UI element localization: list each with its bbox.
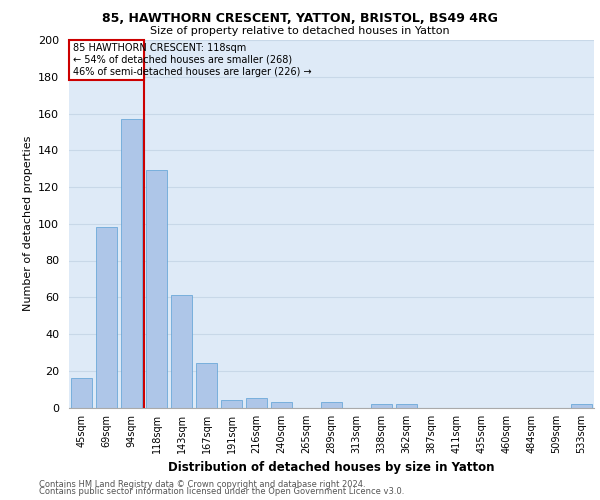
X-axis label: Distribution of detached houses by size in Yatton: Distribution of detached houses by size … (168, 462, 495, 474)
Bar (571, 404, 592, 407)
Bar (96, 228, 117, 408)
Text: 85 HAWTHORN CRESCENT: 118sqm: 85 HAWTHORN CRESCENT: 118sqm (73, 43, 246, 53)
Bar (221, 400, 242, 407)
Text: Contains HM Land Registry data © Crown copyright and database right 2024.: Contains HM Land Registry data © Crown c… (39, 480, 365, 489)
Y-axis label: Number of detached properties: Number of detached properties (23, 136, 32, 312)
Bar (171, 296, 192, 408)
FancyBboxPatch shape (69, 40, 144, 80)
Text: 46% of semi-detached houses are larger (226) →: 46% of semi-detached houses are larger (… (73, 66, 311, 76)
Text: ← 54% of detached houses are smaller (268): ← 54% of detached houses are smaller (26… (73, 54, 292, 64)
Bar (371, 404, 392, 407)
Bar (196, 364, 217, 408)
Bar (321, 402, 342, 407)
Bar (396, 404, 417, 407)
Text: 85, HAWTHORN CRESCENT, YATTON, BRISTOL, BS49 4RG: 85, HAWTHORN CRESCENT, YATTON, BRISTOL, … (102, 12, 498, 26)
Bar (246, 398, 267, 407)
Bar (121, 119, 142, 408)
Bar (146, 170, 167, 408)
Bar (271, 402, 292, 407)
Text: Contains public sector information licensed under the Open Government Licence v3: Contains public sector information licen… (39, 488, 404, 496)
Bar (71, 378, 92, 408)
Text: Size of property relative to detached houses in Yatton: Size of property relative to detached ho… (150, 26, 450, 36)
